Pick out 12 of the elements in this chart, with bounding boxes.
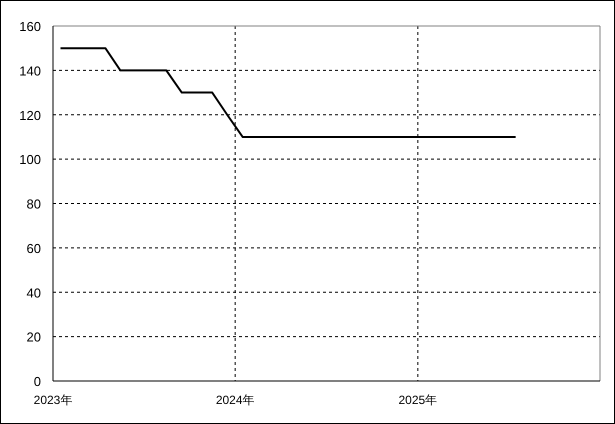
y-tick-label: 40 — [26, 285, 41, 300]
y-tick-label: 60 — [26, 240, 41, 256]
y-tick-label: 20 — [26, 330, 41, 345]
x-tick-label: 2023年 — [34, 393, 72, 407]
y-tick-label: 140 — [19, 63, 41, 78]
x-tick-label: 2025年 — [398, 393, 438, 407]
y-tick-label: 80 — [26, 196, 41, 212]
y-tick-label: 0 — [34, 374, 41, 389]
x-tick-label: 2024年 — [216, 393, 255, 407]
y-tick-label: 160 — [19, 19, 41, 34]
y-tick-label: 120 — [19, 108, 41, 123]
y-tick-label: 100 — [19, 152, 41, 168]
